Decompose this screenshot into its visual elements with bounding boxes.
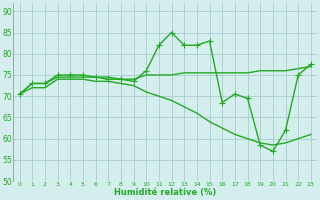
X-axis label: Humidité relative (%): Humidité relative (%) <box>114 188 216 197</box>
